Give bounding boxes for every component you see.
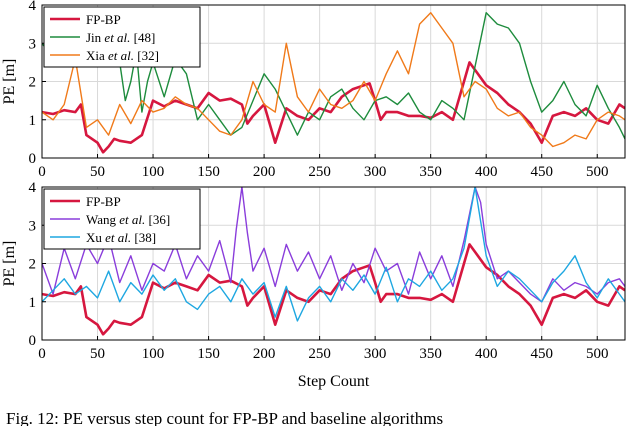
x-tick-label: 350 xyxy=(419,164,442,180)
x-tick-label: 50 xyxy=(90,346,105,362)
series-line-xu-et-al-38 xyxy=(42,187,625,322)
y-tick-label: 2 xyxy=(29,257,37,273)
x-tick-label: 100 xyxy=(142,346,165,362)
y-tick-label: 4 xyxy=(29,0,37,14)
legend-label: Wang et al. [36] xyxy=(86,212,170,227)
series-line-fp-bp xyxy=(42,61,625,154)
x-tick-label: 0 xyxy=(38,164,46,180)
x-tick-label: 50 xyxy=(90,164,105,180)
series-line-xia-et-al-32 xyxy=(42,11,625,148)
x-tick-label: 400 xyxy=(475,164,498,180)
y-tick-label: 4 xyxy=(29,180,37,196)
legend-label: Xu et al. [38] xyxy=(86,230,156,245)
y-tick-label: 1 xyxy=(29,295,37,311)
legend-label: FP-BP xyxy=(86,12,121,27)
x-tick-label: 100 xyxy=(142,164,165,180)
x-tick-label: 450 xyxy=(530,164,553,180)
series-line-fp-bp xyxy=(42,243,625,336)
x-tick-label: 150 xyxy=(197,164,220,180)
figure-caption: Fig. 12: PE versus step count for FP-BP … xyxy=(6,409,443,426)
legend-label: Xia et al. [32] xyxy=(86,48,159,63)
legend-box xyxy=(43,6,201,68)
legend-label: Jin et al. [48] xyxy=(86,30,155,45)
y-tick-label: 2 xyxy=(29,75,37,91)
x-tick-label: 350 xyxy=(419,346,442,362)
x-tick-label: 450 xyxy=(530,346,553,362)
y-axis-label: PE [m] xyxy=(1,59,18,105)
y-tick-label: 0 xyxy=(29,151,37,167)
x-tick-label: 500 xyxy=(586,346,609,362)
x-tick-label: 0 xyxy=(38,346,46,362)
y-tick-label: 0 xyxy=(29,333,37,349)
x-tick-label: 400 xyxy=(475,346,498,362)
series-line-wang-et-al-36 xyxy=(42,187,625,303)
legend: FP-BP Wang et al. [36] Xu et al. [38] xyxy=(43,188,201,250)
y-axis-label: PE [m] xyxy=(1,241,18,287)
x-tick-label: 250 xyxy=(308,346,331,362)
x-tick-label: 200 xyxy=(253,346,276,362)
panel-2: 0 50 100 150 200 250 300 350 400 450 500 0 1 2 3 4 PE [m… xyxy=(1,180,626,390)
x-tick-label: 150 xyxy=(197,346,220,362)
panel-1: 0 50 100 150 200 250 300 350 400 450 500 0 1 2 3 4 PE [m… xyxy=(1,0,626,180)
x-tick-label: 200 xyxy=(253,164,276,180)
y-tick-label: 3 xyxy=(29,218,37,234)
x-tick-label: 250 xyxy=(308,164,331,180)
y-tick-label: 1 xyxy=(29,113,37,129)
x-tick-label: 300 xyxy=(364,346,387,362)
x-axis-label: Step Count xyxy=(298,373,370,390)
legend: FP-BP Jin et al. [48] Xia et al. [32] xyxy=(43,6,201,68)
x-tick-label: 300 xyxy=(364,164,387,180)
y-tick-label: 3 xyxy=(29,36,37,52)
legend-label: FP-BP xyxy=(86,194,121,209)
x-tick-label: 500 xyxy=(586,164,609,180)
